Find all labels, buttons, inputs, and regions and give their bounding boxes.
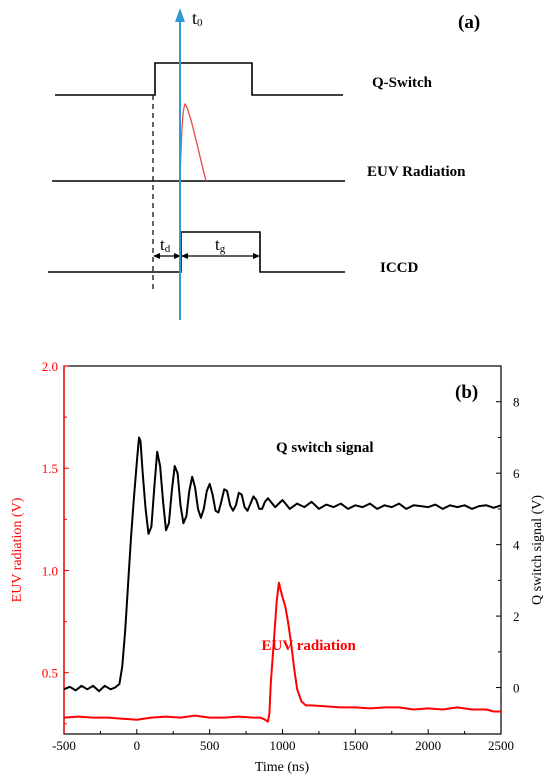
signal-chart: -500 0 500 1000 1500 2000 2500 0.5 1.0 1.5 2.0 0 2… [10,359,545,775]
panel-a-label: (a) [458,12,480,33]
tg-label: tg [215,235,226,255]
right-y-tick-label: 0 [513,681,520,696]
td-arrow [153,253,181,259]
left-y-axis: 0.5 1.0 1.5 2.0 [42,359,69,734]
right-y-axis: 0 2 4 6 8 [496,395,520,696]
x-tick-label: 0 [134,738,141,753]
t0-arrow [175,8,185,320]
left-y-tick-label: 0.5 [42,666,58,681]
euv-pulse-trace [179,102,207,182]
series-line-1 [63,581,501,723]
x-tick-label: 1500 [342,738,368,753]
q-switch-trace [55,62,343,96]
series-layer [63,436,502,723]
right-y-axis-label: Q switch signal (V) [530,495,545,605]
x-tick-label: -500 [52,738,76,753]
left-y-tick-label: 2.0 [42,359,58,374]
left-y-axis-label: EUV radiation (V) [10,497,25,602]
right-y-tick-label: 4 [513,538,520,553]
td-label: td [160,235,171,255]
timing-diagram: (a) Q-Switch EUV Radiation ICCD td tg [48,8,480,320]
euv-radiation-label: EUV Radiation [367,164,466,180]
left-y-tick-label: 1.5 [42,461,58,476]
x-tick-label: 2000 [415,738,441,753]
right-y-tick-label: 2 [513,609,520,624]
x-tick-label: 1000 [270,738,296,753]
series-annotation: EUV radiation [262,638,357,654]
q-switch-label: Q-Switch [372,75,433,91]
panel-b-label: (b) [455,382,478,403]
x-tick-label: 2500 [488,738,514,753]
x-axis-label: Time (ns) [255,760,310,775]
x-axis: -500 0 500 1000 1500 2000 2500 [52,729,514,753]
iccd-label: ICCD [380,260,419,276]
tg-arrow [181,253,260,259]
annotation-layer: Q switch signal EUV radiation [262,440,374,654]
series-annotation: Q switch signal [276,440,374,456]
right-y-tick-label: 8 [513,395,520,410]
iccd-trace [48,231,345,273]
right-y-tick-label: 6 [513,466,520,481]
left-y-tick-label: 1.0 [42,563,58,578]
series-line-0 [63,436,502,693]
x-tick-label: 500 [200,738,220,753]
t0-label: t0 [192,8,203,29]
